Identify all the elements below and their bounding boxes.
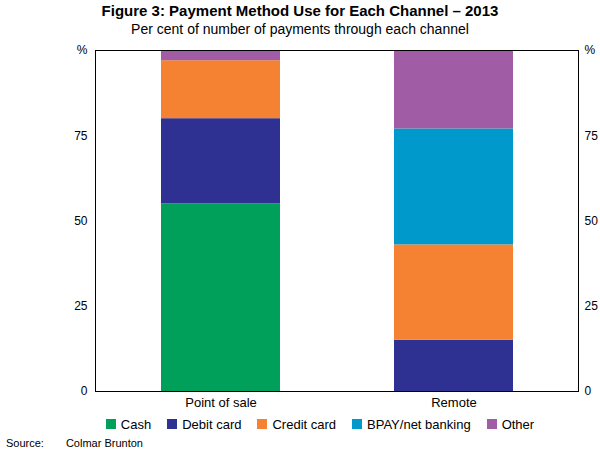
svg-text:Point of sale: Point of sale: [185, 395, 257, 410]
html-text:Colmar Brunton: Colmar Brunton: [65, 437, 143, 449]
html-text:BPAY/net banking: BPAY/net banking: [367, 416, 471, 432]
html-text:Figure 3: Payment Method Use f: Figure 3: Payment Method Use for Each Ch…: [101, 2, 499, 19]
svg-text:75: 75: [585, 129, 599, 143]
svg-text:0: 0: [585, 384, 592, 398]
svg-text:50: 50: [74, 214, 88, 228]
svg-text:Remote: Remote: [431, 395, 477, 410]
html-text:Per cent of number of payments: Per cent of number of payments through e…: [131, 21, 469, 37]
svg-text:25: 25: [74, 299, 88, 313]
svg-text:0: 0: [81, 384, 88, 398]
svg-text:%: %: [585, 43, 596, 57]
svg-text:25: 25: [585, 299, 599, 313]
html-text:Credit card: Credit card: [272, 416, 336, 432]
svg-text:75: 75: [74, 129, 88, 143]
svg-text:50: 50: [585, 214, 599, 228]
html-text:Cash: Cash: [120, 416, 152, 432]
html-text:Debit card: Debit card: [182, 416, 242, 432]
svg-text:%: %: [77, 43, 88, 57]
html-text:Source:: Source:: [6, 437, 44, 449]
html-text:Other: Other: [501, 416, 535, 432]
